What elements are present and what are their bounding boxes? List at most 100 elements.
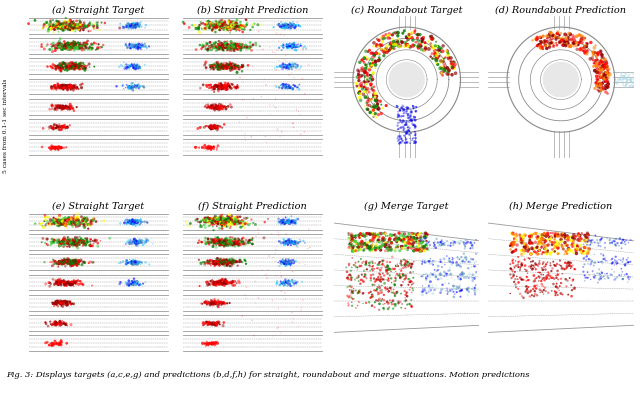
Point bbox=[557, 238, 567, 244]
Point bbox=[63, 278, 74, 285]
Point bbox=[431, 39, 441, 45]
Point bbox=[58, 216, 68, 222]
Point bbox=[285, 239, 296, 245]
Point bbox=[54, 299, 64, 306]
Point bbox=[207, 220, 218, 226]
Point bbox=[131, 259, 141, 265]
Point bbox=[393, 133, 403, 139]
Point bbox=[574, 233, 584, 239]
Point bbox=[213, 123, 223, 129]
Point bbox=[390, 246, 400, 252]
Point bbox=[220, 80, 230, 86]
Point bbox=[397, 244, 407, 251]
Point bbox=[607, 259, 618, 266]
Point bbox=[133, 218, 143, 224]
Point bbox=[404, 230, 414, 237]
Point bbox=[242, 215, 252, 221]
Point bbox=[223, 43, 233, 49]
Point bbox=[346, 241, 356, 247]
Point bbox=[289, 44, 299, 50]
Point bbox=[456, 264, 466, 270]
Point bbox=[52, 218, 63, 224]
Point bbox=[405, 114, 415, 120]
Point bbox=[291, 22, 301, 28]
Point bbox=[566, 265, 576, 272]
Point bbox=[228, 18, 238, 24]
Point bbox=[56, 145, 67, 151]
Point bbox=[410, 140, 420, 146]
Point bbox=[66, 46, 76, 52]
Point bbox=[273, 126, 283, 132]
Point bbox=[278, 216, 289, 222]
Point bbox=[596, 58, 606, 64]
Point bbox=[218, 22, 228, 29]
Point bbox=[288, 40, 298, 47]
Point bbox=[200, 25, 211, 31]
Point bbox=[282, 82, 292, 88]
Point bbox=[341, 264, 351, 270]
Point bbox=[67, 239, 77, 246]
Point bbox=[412, 231, 422, 238]
Point bbox=[511, 263, 521, 269]
Point bbox=[65, 300, 75, 307]
Point bbox=[404, 128, 415, 134]
Point bbox=[58, 26, 68, 33]
Point bbox=[70, 222, 81, 228]
Point bbox=[471, 270, 481, 277]
Point bbox=[600, 86, 611, 92]
Point bbox=[274, 84, 284, 91]
Point bbox=[443, 50, 453, 57]
Point bbox=[624, 72, 634, 78]
Point bbox=[131, 42, 141, 49]
Point bbox=[546, 37, 556, 43]
Point bbox=[615, 74, 625, 81]
Point bbox=[285, 43, 295, 50]
Point bbox=[207, 106, 217, 112]
Point bbox=[49, 145, 59, 151]
Point bbox=[634, 74, 640, 81]
Point bbox=[67, 25, 77, 31]
Point bbox=[217, 260, 227, 266]
Point bbox=[221, 86, 231, 93]
Point bbox=[215, 104, 225, 110]
Point bbox=[344, 277, 354, 283]
Point bbox=[223, 63, 233, 69]
Point bbox=[590, 260, 600, 266]
Point bbox=[283, 44, 293, 50]
Point bbox=[71, 257, 81, 264]
Point bbox=[511, 231, 522, 237]
Point bbox=[603, 67, 613, 73]
Point bbox=[550, 263, 561, 269]
Point bbox=[210, 123, 220, 130]
Point bbox=[444, 66, 454, 73]
Point bbox=[617, 78, 627, 84]
Point bbox=[132, 260, 142, 266]
Point bbox=[400, 134, 410, 141]
Point bbox=[276, 129, 287, 135]
Point bbox=[284, 85, 294, 91]
Point bbox=[54, 22, 64, 28]
Point bbox=[213, 304, 223, 310]
Point bbox=[610, 259, 620, 265]
Point bbox=[48, 145, 58, 151]
Point bbox=[68, 43, 78, 50]
Point bbox=[591, 64, 602, 70]
Point bbox=[67, 42, 77, 49]
Point bbox=[228, 240, 239, 246]
Point bbox=[62, 41, 72, 47]
Point bbox=[209, 125, 220, 131]
Point bbox=[130, 261, 140, 268]
Point bbox=[365, 294, 376, 301]
Point bbox=[51, 65, 61, 71]
Point bbox=[215, 259, 225, 266]
Point bbox=[283, 259, 293, 265]
Point bbox=[54, 105, 64, 112]
Point bbox=[223, 28, 234, 34]
Point bbox=[61, 299, 71, 305]
Point bbox=[596, 269, 606, 275]
Point bbox=[230, 259, 241, 266]
Point bbox=[365, 245, 376, 251]
Point bbox=[561, 264, 572, 271]
Point bbox=[206, 321, 216, 327]
Point bbox=[290, 23, 300, 29]
